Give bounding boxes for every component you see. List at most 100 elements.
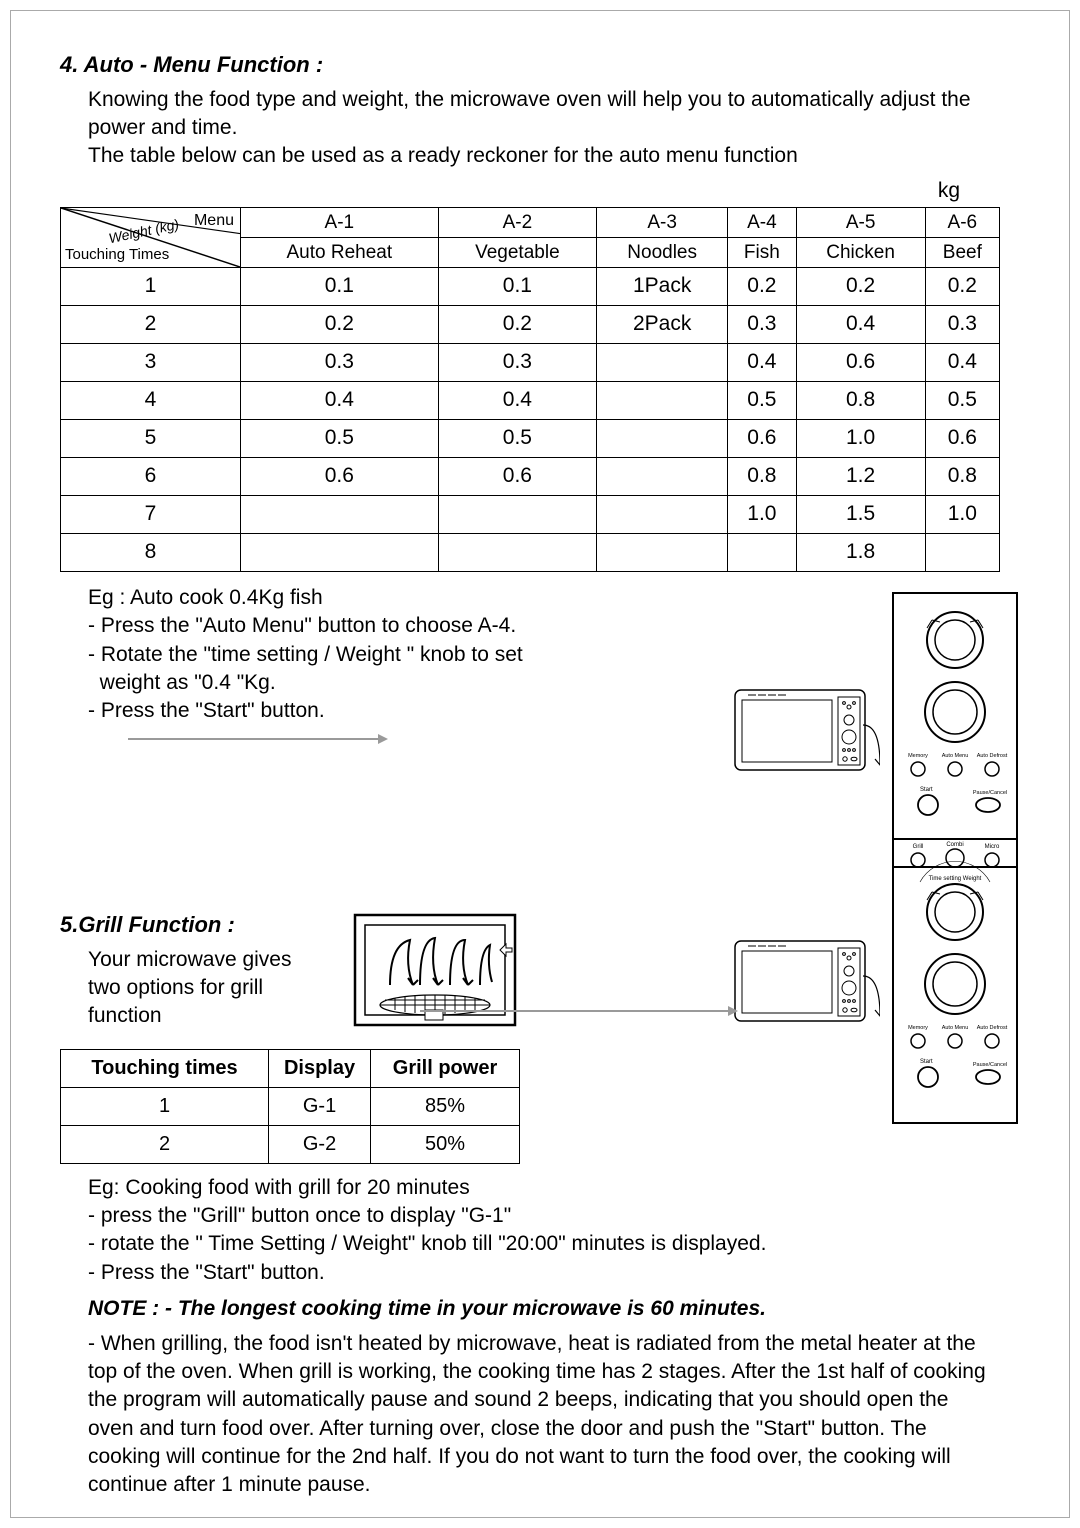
microwave-icon (730, 926, 880, 1036)
cell (597, 382, 728, 420)
cell: 0.2 (796, 268, 925, 306)
cell: G-2 (269, 1125, 371, 1163)
cell: 0.5 (925, 382, 999, 420)
grill-hdr-power: Grill power (371, 1049, 520, 1087)
arrow-icon (128, 732, 388, 746)
cell (597, 534, 728, 572)
cell: 1.2 (796, 458, 925, 496)
eg-title: Eg : Auto cook 0.4Kg fish (88, 584, 710, 612)
svg-text:Auto Defrost: Auto Defrost (977, 1025, 1008, 1031)
cell: 85% (371, 1087, 520, 1125)
eg-line2: - Rotate the "time setting / Weight " kn… (88, 641, 710, 669)
cell: 1.0 (728, 496, 796, 534)
cell: 2 (61, 306, 241, 344)
cell: 0.5 (728, 382, 796, 420)
col-a6: A-6 (925, 208, 999, 238)
cell: 0.6 (925, 420, 999, 458)
cell: 0.4 (438, 382, 597, 420)
grill-hdr-touch: Touching times (61, 1049, 269, 1087)
cell: 0.6 (438, 458, 597, 496)
table-row: 81.8 (61, 534, 1000, 572)
grill-table: Touching times Display Grill power 1 G-1… (60, 1049, 520, 1164)
svg-text:Memory: Memory (908, 1025, 928, 1031)
svg-text:Time setting Weight: Time setting Weight (929, 876, 982, 882)
table-row: 2 G-2 50% (61, 1125, 520, 1163)
svg-text:Auto Menu: Auto Menu (942, 1025, 969, 1031)
cell: 0.1 (438, 268, 597, 306)
cell: 0.2 (728, 268, 796, 306)
svg-text:Start: Start (920, 787, 933, 793)
cell: 50% (371, 1125, 520, 1163)
table-row: 40.40.40.50.80.5 (61, 382, 1000, 420)
section4-para1: Knowing the food type and weight, the mi… (88, 86, 1020, 143)
eg-line1: - Press the "Auto Menu" button to choose… (88, 612, 710, 640)
cell: 8 (61, 534, 241, 572)
diag-label-menu: Menu (194, 210, 234, 232)
microwave-icon (730, 675, 880, 785)
col-a4: A-4 (728, 208, 796, 238)
cell: 0.2 (438, 306, 597, 344)
sub-a1: Auto Reheat (241, 238, 439, 268)
cell (597, 458, 728, 496)
cell (597, 344, 728, 382)
cell: 0.4 (241, 382, 439, 420)
cell: 1.0 (925, 496, 999, 534)
cell: 4 (61, 382, 241, 420)
sub-a3: Noodles (597, 238, 728, 268)
table-row: 30.30.30.40.60.4 (61, 344, 1000, 382)
cell (925, 534, 999, 572)
sub-a6: Beef (925, 238, 999, 268)
cell (597, 420, 728, 458)
auto-menu-table: Menu Weight (kg) Touching Times A-1 A-2 … (60, 207, 1000, 572)
table-diag-header: Menu Weight (kg) Touching Times (61, 208, 241, 268)
cell: 0.4 (728, 344, 796, 382)
grill-eg-l1: - press the "Grill" button once to displ… (88, 1202, 1020, 1230)
cell (438, 534, 597, 572)
section4-example: Eg : Auto cook 0.4Kg fish - Press the "A… (88, 584, 710, 870)
cell (438, 496, 597, 534)
sub-a5: Chicken (796, 238, 925, 268)
cell: 0.3 (438, 344, 597, 382)
col-a5: A-5 (796, 208, 925, 238)
cell (728, 534, 796, 572)
cell: 0.4 (796, 306, 925, 344)
cell (241, 534, 439, 572)
cell: 0.8 (925, 458, 999, 496)
svg-text:Grill: Grill (913, 844, 924, 850)
sub-a2: Vegetable (438, 238, 597, 268)
col-a3: A-3 (597, 208, 728, 238)
cell: 0.3 (925, 306, 999, 344)
svg-text:Combi: Combi (946, 842, 963, 848)
table-row: 50.50.50.61.00.6 (61, 420, 1000, 458)
cell: 1.0 (796, 420, 925, 458)
control-panel-icon: GrillCombiMicroTime setting WeightMemory… (890, 836, 1020, 1126)
cell: 0.5 (241, 420, 439, 458)
kg-unit-label: kg (60, 177, 1020, 205)
cell: 0.1 (241, 268, 439, 306)
cell: 0.2 (241, 306, 439, 344)
grill-eg-title: Eg: Cooking food with grill for 20 minut… (88, 1174, 1020, 1202)
section5-heading: 5.Grill Function : (60, 910, 320, 940)
table-row: 10.10.11Pack0.20.20.2 (61, 268, 1000, 306)
eg-line2b: weight as "0.4 "Kg. (88, 669, 710, 697)
cell: 1.5 (796, 496, 925, 534)
cell: 0.3 (728, 306, 796, 344)
table-row: 60.60.60.81.20.8 (61, 458, 1000, 496)
cell (241, 496, 439, 534)
svg-text:Auto Menu: Auto Menu (942, 753, 969, 759)
cell: G-1 (269, 1087, 371, 1125)
svg-text:Auto Defrost: Auto Defrost (977, 753, 1008, 759)
cell: 0.8 (796, 382, 925, 420)
cell: 1Pack (597, 268, 728, 306)
table-row: 1 G-1 85% (61, 1087, 520, 1125)
cell: 0.6 (241, 458, 439, 496)
section4-heading: 4. Auto - Menu Function : (60, 50, 1020, 80)
cell: 0.8 (728, 458, 796, 496)
cell: 1 (61, 1087, 269, 1125)
cell: 0.2 (925, 268, 999, 306)
cell: 1 (61, 268, 241, 306)
grill-eg-l3: - Press the "Start" button. (88, 1259, 1020, 1287)
table-row: 20.20.22Pack0.30.40.3 (61, 306, 1000, 344)
svg-text:Memory: Memory (908, 753, 928, 759)
svg-text:Start: Start (920, 1059, 933, 1065)
